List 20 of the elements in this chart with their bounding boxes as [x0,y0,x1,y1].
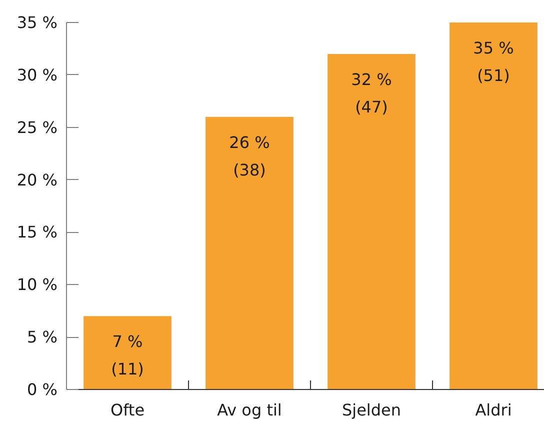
x-tick-label: Ofte [110,400,145,420]
y-tick-label: 30 % [16,65,58,84]
x-tick-label: Sjelden [342,400,402,420]
bar [206,116,294,390]
y-tick-label: 5 % [27,328,58,347]
data-label: 26 % (38) [229,132,270,180]
y-tick-label: 25 % [16,118,58,137]
y-tick-label: 35 % [16,13,58,32]
y-tick-label: 15 % [16,222,58,242]
y-tick-label: 20 % [16,170,58,190]
bar [328,54,416,390]
data-label: 32 % (47) [351,70,392,117]
bar [84,316,172,390]
data-label: 7 % (11) [111,332,144,379]
y-tick-label: 10 % [16,275,58,294]
x-tick-label: Av og til [217,400,282,420]
data-label: 35 % (51) [473,38,514,86]
x-tick-label: Aldri [475,400,512,420]
bar [450,22,538,390]
y-tick-label: 0 % [27,380,58,399]
